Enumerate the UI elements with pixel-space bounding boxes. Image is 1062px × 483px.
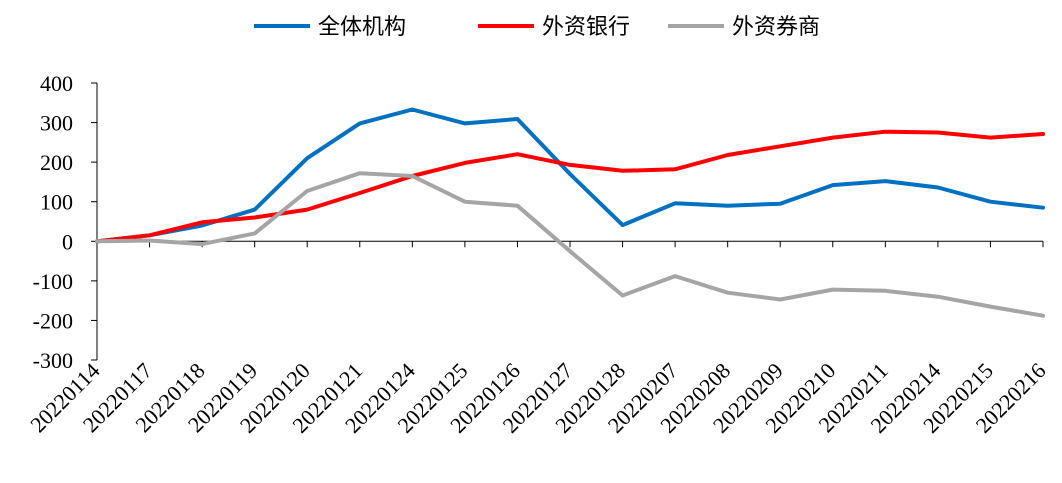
y-tick-label: 400: [40, 71, 73, 96]
legend-label: 外资券商: [732, 15, 820, 40]
y-axis: -300 -200 -100 0 100 200 300 400: [33, 71, 98, 373]
legend-label: 全体机构: [318, 15, 406, 40]
x-axis: 2022011420220117202201182022011920220120…: [25, 240, 1051, 438]
series-line-2: [95, 171, 1045, 318]
series-line-0: [95, 107, 1045, 244]
y-tick-label: -100: [33, 269, 73, 294]
y-tick-label: -200: [33, 308, 73, 333]
series-line-1: [95, 129, 1045, 244]
y-tick-label: 200: [40, 150, 73, 175]
plot-lines: [95, 107, 1045, 318]
y-tick-label: 0: [62, 229, 73, 254]
y-tick-label: 100: [40, 190, 73, 215]
y-tick-label: 300: [40, 111, 73, 136]
legend-label: 外资银行: [542, 15, 630, 40]
y-tick-label: -300: [33, 348, 73, 373]
legend: 全体机构 外资银行 外资券商: [254, 15, 820, 40]
